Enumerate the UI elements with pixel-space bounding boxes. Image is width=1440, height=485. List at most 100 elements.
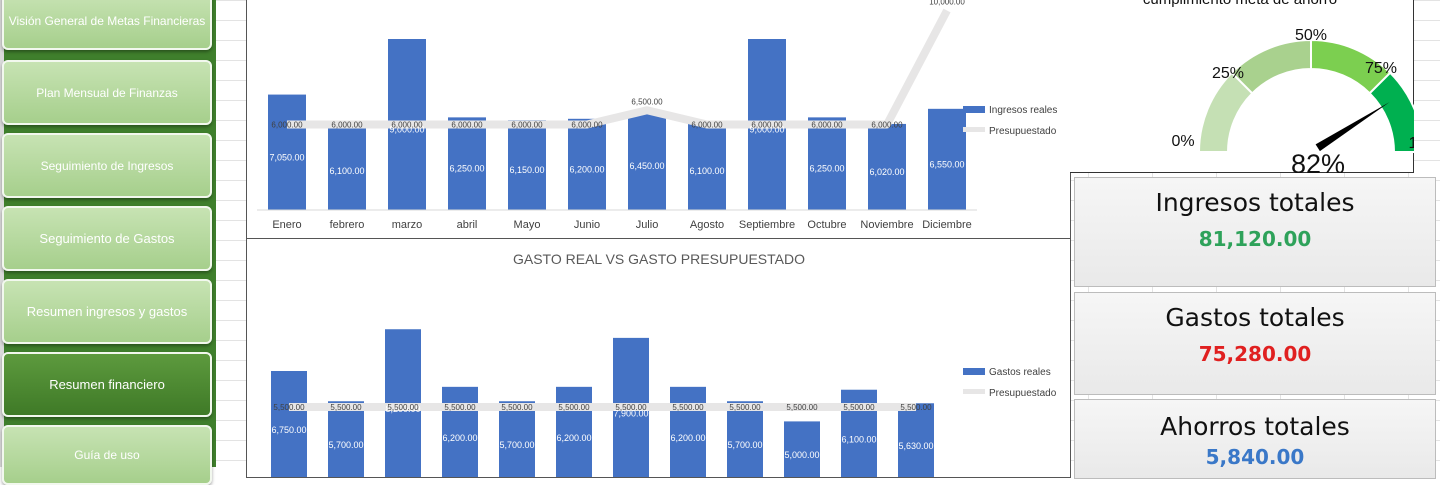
bar [628, 111, 666, 210]
kpi-card-expenses: Gastos totales 75,280.00 [1074, 292, 1436, 395]
tick-label: Julio [636, 219, 659, 231]
data-label: 6,200.00 [442, 433, 477, 443]
bar [808, 117, 846, 210]
nav-button-seguimiento-gastos[interactable]: Seguimiento de Gastos [2, 206, 212, 271]
nav-button-plan-mensual[interactable]: Plan Mensual de Finanzas [2, 60, 212, 125]
data-label: 6,000.00 [451, 121, 483, 130]
kpi-title: Gastos totales [1165, 303, 1345, 332]
nav-button-label: Seguimiento de Ingresos [40, 158, 174, 173]
expense-chart-panel: GASTO REAL VS GASTO PRESUPUESTADO 6,750.… [246, 238, 1071, 479]
nav-button-seguimiento-ingresos[interactable]: Seguimiento de Ingresos [2, 133, 212, 198]
data-label: 5,500.00 [387, 403, 419, 412]
tick-label: Octubre [807, 219, 846, 231]
data-label: 6,250.00 [449, 164, 484, 174]
tick-label: Mayo [514, 219, 541, 231]
tick-label: febrero [330, 219, 365, 231]
data-label: 5,500.00 [615, 403, 647, 412]
data-label: 5,500.00 [273, 403, 305, 412]
data-label: 7,900.00 [613, 408, 648, 418]
bar [328, 401, 364, 479]
data-label: 6,200.00 [556, 433, 591, 443]
data-label: 5,500.00 [558, 403, 590, 412]
data-label: 6,020.00 [869, 167, 904, 177]
nav-button-label: Plan Mensual de Finanzas [36, 85, 178, 100]
bar [568, 118, 606, 210]
bar [442, 386, 478, 479]
bar [499, 401, 535, 479]
data-label: 5,630.00 [898, 441, 933, 451]
nav-button-label: Seguimiento de Gastos [39, 231, 175, 246]
tick-label: Diciembre [922, 219, 972, 231]
data-label: 6,250.00 [809, 164, 844, 174]
data-label: 6,100.00 [689, 166, 724, 176]
data-label: 6,750.00 [271, 425, 306, 435]
gauge-segment [1368, 71, 1425, 153]
bar [268, 94, 306, 210]
data-label: 10,000.00 [929, 0, 965, 7]
kpi-value: 75,280.00 [1198, 342, 1312, 366]
data-label: 6,500.00 [631, 97, 663, 106]
expense-chart-title: GASTO REAL VS GASTO PRESUPUESTADO [513, 251, 805, 267]
expense-chart: GASTO REAL VS GASTO PRESUPUESTADO 6,750.… [271, 251, 1057, 479]
bar [508, 120, 546, 210]
data-label: 6,100.00 [841, 434, 876, 444]
kpi-value: 5,840.00 [1205, 445, 1305, 469]
nav-button-guia-de-uso[interactable]: Guía de uso [2, 425, 212, 485]
tick-label: abril [457, 219, 478, 231]
tick-label: Enero [272, 219, 301, 231]
data-label: 6,000.00 [811, 121, 843, 130]
data-label: 6,000.00 [691, 121, 723, 130]
data-label: 5,500.00 [501, 403, 533, 412]
legend-swatch [963, 127, 985, 132]
gauge-tick-label: 25% [1212, 65, 1244, 82]
legend-swatch [963, 368, 985, 375]
nav-button-resumen-financiero[interactable]: Resumen financiero [2, 352, 212, 417]
gauge-value-label: 82% [1291, 149, 1345, 173]
gauge-tick-label: 0% [1171, 133, 1194, 150]
gauge-needle [1315, 102, 1390, 152]
savings-gauge-panel: cumplimiento meta de ahorro 0% 25% 50% 75% 1… [1070, 0, 1440, 179]
data-label: 5,000.00 [784, 450, 819, 460]
tick-label: Noviembre [860, 219, 913, 231]
data-label: 6,000.00 [271, 121, 303, 130]
bar [868, 123, 906, 210]
data-label: 6,450.00 [629, 161, 664, 171]
nav-button-resumen-ingresos-gastos[interactable]: Resumen ingresos y gastos [2, 279, 212, 344]
nav-button-vision-general[interactable]: Visión General de Metas Financieras [2, 0, 212, 50]
tick-label: Agosto [690, 219, 724, 231]
gauge-tick-label: 50% [1295, 27, 1327, 44]
bar [271, 371, 307, 479]
tick-label: Junio [574, 219, 600, 231]
data-label: 5,500.00 [900, 403, 932, 412]
legend-swatch [963, 106, 985, 113]
data-label: 6,000.00 [391, 121, 423, 130]
bar [688, 121, 726, 210]
data-label: 6,000.00 [571, 121, 603, 130]
bar [727, 401, 763, 479]
income-chart: 7,050.00 6,100.00 9,000.00 6,250.00 6,150.00… [257, 0, 1057, 231]
kpi-value: 81,120.00 [1198, 227, 1312, 251]
bar [670, 386, 706, 479]
kpi-title: Ahorros totales [1160, 412, 1350, 441]
bar [556, 386, 592, 479]
bar [898, 403, 934, 479]
legend-label: Presupuestado [989, 126, 1057, 137]
gauge-tick-label: 100% [1409, 135, 1414, 152]
nav-button-label: Resumen ingresos y gastos [26, 304, 188, 319]
kpi-card-income: Ingresos totales 81,120.00 [1074, 177, 1436, 287]
bar [448, 117, 486, 210]
data-label: 7,050.00 [269, 152, 304, 162]
data-label: 6,000.00 [871, 121, 903, 130]
data-label: 5,500.00 [843, 403, 875, 412]
data-label: 6,200.00 [670, 433, 705, 443]
gauge-title: cumplimiento meta de ahorro [1143, 0, 1337, 8]
tick-label: marzo [392, 219, 423, 231]
savings-gauge: cumplimiento meta de ahorro 0% 25% 50% 75% 1… [1143, 0, 1440, 179]
kpi-title: Ingresos totales [1155, 188, 1355, 217]
data-label: 6,200.00 [569, 164, 604, 174]
kpi-card-savings: Ahorros totales 5,840.00 [1074, 399, 1436, 479]
data-label: 5,700.00 [499, 440, 534, 450]
legend-label: Ingresos reales [989, 105, 1057, 116]
bar [928, 108, 966, 210]
data-label: 5,500.00 [444, 403, 476, 412]
